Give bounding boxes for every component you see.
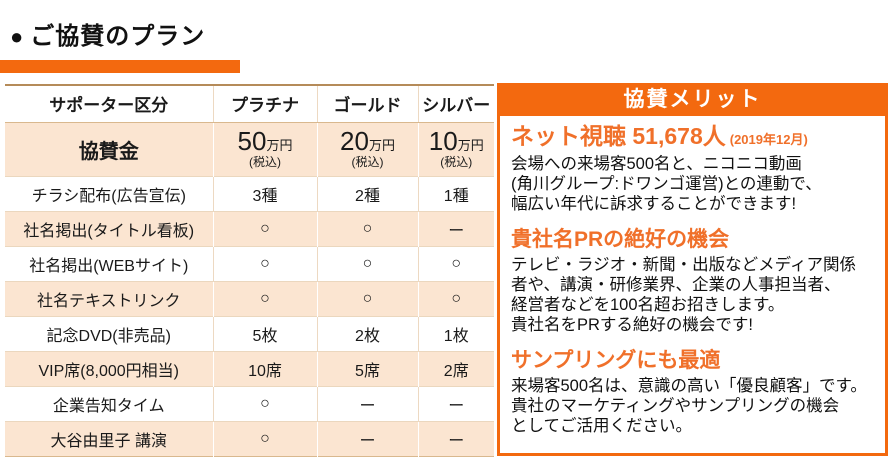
cell-value: ー <box>316 421 418 456</box>
sponsorship-plan-table: サポーター区分 プラチナ ゴールド シルバー 協賛金 50万円 (税込) 20万… <box>5 84 494 457</box>
price-amount: 20 <box>340 126 369 157</box>
section-body-line: 幅広い年代に訴求することができます! <box>511 194 797 213</box>
merit-section-sampling: サンプリングにも最適 来場客500名は、意識の高い「優良顧客」です。 貴社のマー… <box>511 348 875 436</box>
cell-value: ○ <box>212 386 317 421</box>
cell-value: 1枚 <box>417 316 494 351</box>
section-heading-note: (2019年12月) <box>729 132 808 147</box>
cell-value: 5席 <box>316 351 418 386</box>
cell-value: ○ <box>417 246 494 281</box>
cell-value: 1種 <box>417 176 494 211</box>
price-tax-note: (税込) <box>249 155 281 170</box>
table-row-dvd: 記念DVD(非売品) 5枚 2枚 1枚 <box>5 316 494 351</box>
section-body-line: としてご活用ください。 <box>511 416 693 435</box>
cell-value: ○ <box>212 281 317 316</box>
column-header-category: サポーター区分 <box>5 85 213 123</box>
price-amount: 10 <box>428 126 458 157</box>
table-row-flyer: チラシ配布(広告宣伝) 3種 2種 1種 <box>5 176 494 211</box>
cell-value: 2種 <box>316 176 418 211</box>
price-amount: 50 <box>237 126 267 157</box>
row-label: チラシ配布(広告宣伝) <box>31 187 186 205</box>
table-header-row: サポーター区分 プラチナ ゴールド シルバー <box>5 85 494 123</box>
table-row-textlink: 社名テキストリンク ○ ○ ○ <box>5 281 494 316</box>
table-row-signboard: 社名掲出(タイトル看板) ○ ○ ー <box>5 211 494 246</box>
row-label: 協賛金 <box>5 122 213 176</box>
merit-panel-title: 協賛メリット <box>497 83 888 116</box>
bullet-icon: ● <box>10 24 25 49</box>
price-cell-silver: 10万円 (税込) <box>417 122 494 176</box>
column-header-silver: シルバー <box>417 85 494 123</box>
cell-value: 2枚 <box>316 316 418 351</box>
section-body-line: 経営者などを100名超お招きします。 <box>511 295 785 314</box>
column-header-platinum: プラチナ <box>212 85 317 123</box>
section-heading: 貴社名PRの絶好の機会 <box>511 227 875 252</box>
price-cell-platinum: 50万円 (税込) <box>212 122 317 176</box>
cell-value: ー <box>417 421 494 456</box>
price-tax-note: (税込) <box>351 155 384 170</box>
section-heading-text: 貴社名PRの絶好の機会 <box>511 227 730 251</box>
price-tax-note: (税込) <box>440 155 473 170</box>
row-label: 企業告知タイム <box>52 397 165 415</box>
cell-value: 3種 <box>212 176 317 211</box>
price-unit: 万円 <box>457 138 484 154</box>
row-label: 社名テキストリンク <box>5 281 213 316</box>
page-title-text: ご協賛のプラン <box>30 23 206 50</box>
cell-value: ○ <box>417 281 494 316</box>
row-label: 大谷由里子 講演 <box>5 421 213 456</box>
price-unit: 万円 <box>266 138 293 154</box>
row-label: VIP席(8,000円相当) <box>5 351 213 386</box>
merit-section-net-viewers: ネット視聴 51,678人 (2019年12月) 会場への来場客500名と、ニコニ… <box>511 123 875 214</box>
row-label: 記念DVD(非売品) <box>46 327 171 345</box>
title-underline-bar <box>0 60 240 73</box>
section-body-line: 貴社のマーケティングやサンプリングの機会 <box>511 396 840 415</box>
cell-value: ー <box>417 211 494 246</box>
cell-value: ー <box>417 386 494 421</box>
cell-value: 2席 <box>417 351 494 386</box>
price-unit: 万円 <box>368 138 395 154</box>
row-label: 社名掲出(タイトル看板) <box>5 211 213 246</box>
merit-panel-body: ネット視聴 51,678人 (2019年12月) 会場への来場客500名と、ニコニ… <box>497 116 888 456</box>
table-row-announce-time: 企業告知タイム ○ ー ー <box>5 386 494 421</box>
page-title: ● ご協賛のプラン <box>10 16 205 51</box>
section-body-line: 会場への来場客500名と、ニコニコ動画 <box>511 154 802 173</box>
cell-value: ○ <box>316 246 418 281</box>
table-row-lecture: 大谷由里子 講演 ○ ー ー <box>5 421 494 456</box>
price-cell-gold: 20万円 (税込) <box>316 122 418 176</box>
section-body-line: 貴社名をPRする絶好の機会です! <box>511 315 754 334</box>
section-body-line: 来場客500名は、意識の高い「優良顧客」です。 <box>511 376 867 395</box>
table-row-price: 協賛金 50万円 (税込) 20万円 (税込) 10万円 (税込) <box>5 122 494 176</box>
section-heading: ネット視聴 51,678人 (2019年12月) <box>511 123 875 151</box>
cell-value: ○ <box>212 421 317 456</box>
cell-value: ○ <box>316 281 418 316</box>
cell-value: ○ <box>212 211 317 246</box>
section-heading: サンプリングにも最適 <box>511 348 875 373</box>
cell-value: ○ <box>316 211 418 246</box>
cell-value: ー <box>316 386 418 421</box>
cell-value: ○ <box>212 246 317 281</box>
section-heading-text: サンプリングにも最適 <box>511 348 721 372</box>
section-body-line: (角川グループ:ドワンゴ運営)との連動で、 <box>511 174 822 193</box>
cell-value: 10席 <box>212 351 317 386</box>
column-header-gold: ゴールド <box>316 85 418 123</box>
merit-section-pr-opportunity: 貴社名PRの絶好の機会 テレビ・ラジオ・新聞・出版などメディア関係 者や、講演・… <box>511 227 875 335</box>
row-label: 社名掲出(WEBサイト) <box>29 257 189 275</box>
section-heading-text: ネット視聴 51,678人 <box>511 123 726 149</box>
table-row-website: 社名掲出(WEBサイト) ○ ○ ○ <box>5 246 494 281</box>
section-body-line: 者や、講演・研修業界、企業の人事担当者、 <box>511 275 841 294</box>
cell-value: 5枚 <box>212 316 317 351</box>
table-row-vipseat: VIP席(8,000円相当) 10席 5席 2席 <box>5 351 494 386</box>
section-body-line: テレビ・ラジオ・新聞・出版などメディア関係 <box>511 255 857 274</box>
merit-panel: 協賛メリット ネット視聴 51,678人 (2019年12月) 会場への来場客50… <box>497 83 888 456</box>
